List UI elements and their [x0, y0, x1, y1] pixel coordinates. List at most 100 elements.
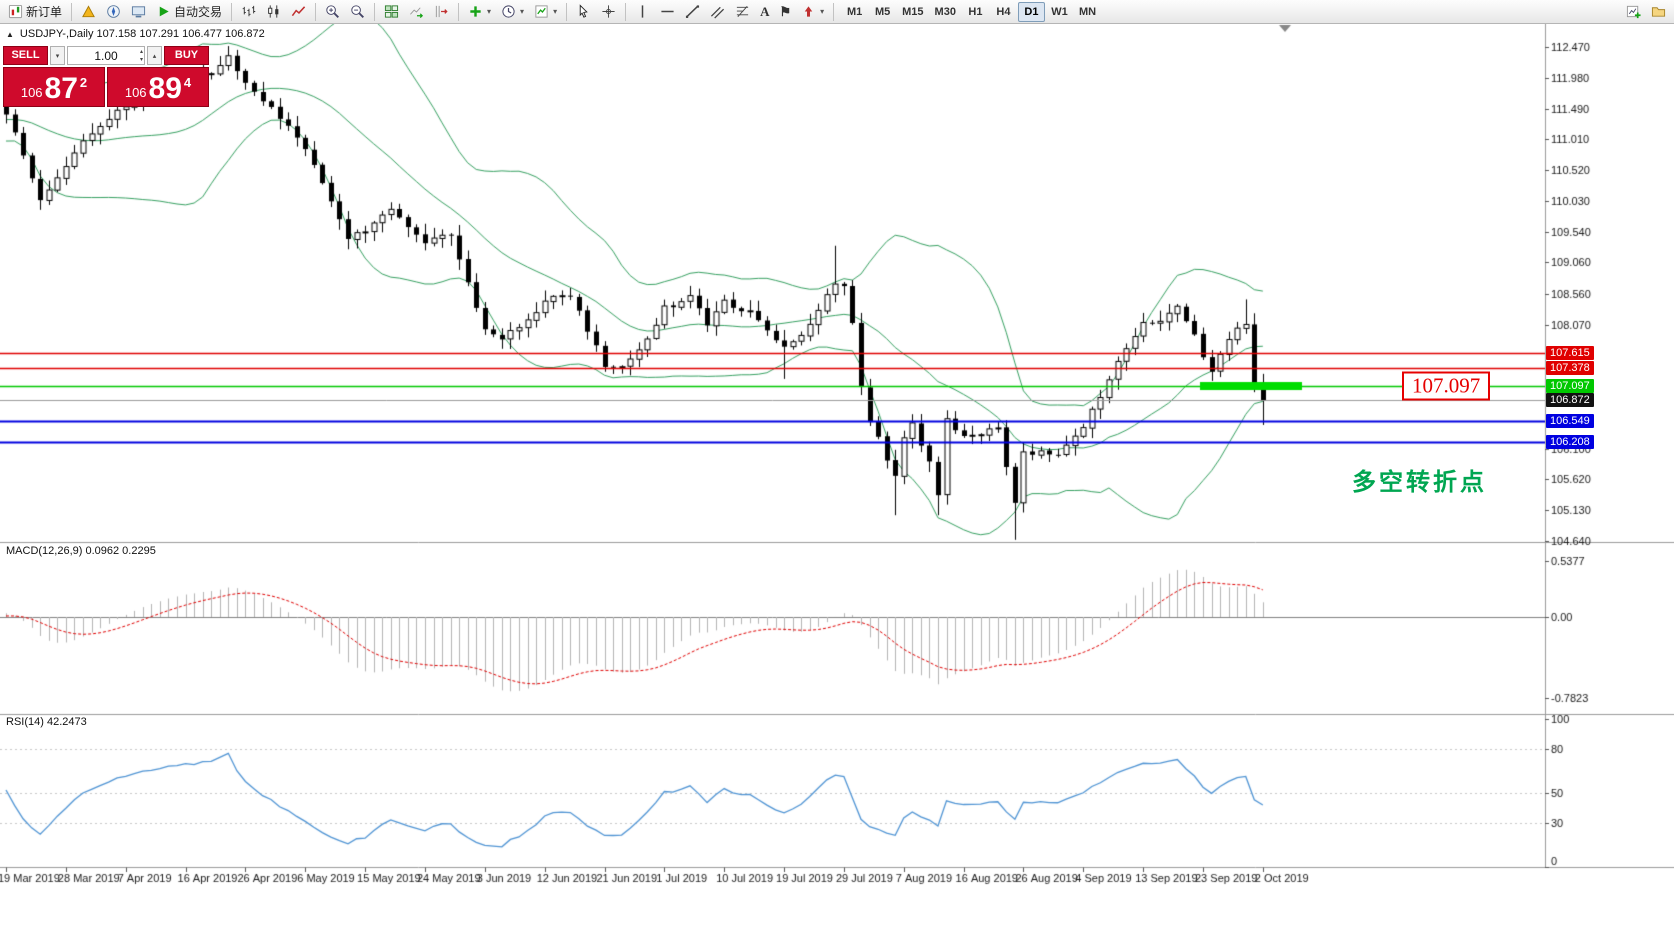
label-button-icon: ⚑ — [779, 4, 792, 19]
timeframe-button-m5[interactable]: M5 — [869, 2, 896, 22]
templates-icon — [534, 4, 549, 19]
macd-label: MACD(12,26,9) 0.0962 0.2295 — [6, 545, 156, 557]
market-watch-icon — [81, 4, 96, 19]
chart-window: ▲ USDJPY-,Daily 107.158 107.291 106.477 … — [0, 24, 1674, 946]
text-button-icon: A — [760, 4, 770, 19]
new-chart-icon — [1626, 4, 1641, 19]
templates-button[interactable]: ▾ — [530, 1, 561, 22]
trendline-button[interactable] — [681, 1, 704, 22]
turning-point-annotation[interactable]: 多空转折点 — [1352, 469, 1487, 496]
chart-shift-icon — [434, 4, 449, 19]
indicators-icon — [468, 4, 483, 19]
volume-value: 1.00 — [94, 48, 118, 63]
cursor-icon — [576, 4, 591, 19]
zoom-out-icon — [350, 4, 365, 19]
trendline-icon — [685, 4, 700, 19]
main-toolbar: 新订单 自动交易 ▾ ▾ ▾ A ⚑ ▾ M1 M5 M15 M30 H1 H4 D1 W1 MN — [0, 0, 1674, 24]
timeframe-group: M1 M5 M15 M30 H1 H4 D1 W1 MN — [841, 1, 1101, 22]
toolbar-separator — [315, 2, 317, 21]
crosshair-button[interactable] — [597, 1, 620, 22]
timeframe-button-w1[interactable]: W1 — [1046, 2, 1073, 22]
timeframe-button-d1[interactable]: D1 — [1017, 1, 1045, 22]
price-level-callout[interactable]: 107.097 — [1402, 371, 1491, 401]
toolbar-separator — [374, 2, 376, 21]
new-chart-button[interactable] — [1622, 1, 1645, 22]
indicators-button[interactable]: ▾ — [464, 1, 495, 22]
auto-scroll-icon — [409, 4, 424, 19]
toolbar-separator — [458, 2, 460, 21]
rsi-label: RSI(14) 42.2473 — [6, 716, 87, 728]
profiles-button[interactable] — [1647, 1, 1670, 22]
sell-button[interactable]: SELL — [3, 46, 48, 65]
cursor-button[interactable] — [572, 1, 595, 22]
caret-down-icon: ▾ — [55, 52, 60, 60]
arrows-button[interactable]: ▾ — [797, 1, 828, 22]
terminal-button[interactable] — [127, 1, 150, 22]
timeframe-button-m15[interactable]: M15 — [897, 2, 928, 22]
line-chart-button[interactable] — [287, 1, 310, 22]
caret-down-icon: ▾ — [820, 7, 825, 16]
auto-scroll-button[interactable] — [405, 1, 428, 22]
new-order-button-label: 新订单 — [26, 5, 63, 19]
axis-price-tag-107_378: 107.378 — [1546, 361, 1594, 376]
one-click-panel-toggle[interactable]: ▲ — [6, 29, 14, 39]
fibonacci-icon — [735, 4, 750, 19]
timeframe-button-h1[interactable]: H1 — [962, 2, 989, 22]
navigator-icon — [106, 4, 121, 19]
horizontal-line-icon — [660, 4, 675, 19]
auto-trading-button-label: 自动交易 — [174, 5, 223, 19]
auto-trading-icon — [156, 4, 171, 19]
timeframe-button-h4[interactable]: H4 — [990, 2, 1017, 22]
candlestick-chart-button[interactable] — [262, 1, 285, 22]
volume-steppers[interactable]: ▴ ▾ — [140, 48, 143, 64]
timeframe-button-m1[interactable]: M1 — [841, 2, 868, 22]
buy-price-button[interactable]: 106 89 4 — [107, 67, 209, 107]
axis-price-tag-106_872: 106.872 — [1546, 393, 1594, 408]
toolbar-separator — [231, 2, 233, 21]
auto-trading-button[interactable]: 自动交易 — [152, 1, 226, 22]
price-chart[interactable] — [0, 24, 1674, 946]
periods-button[interactable]: ▾ — [497, 1, 528, 22]
sell-price-button[interactable]: 106 87 2 — [3, 67, 105, 107]
sell-price-big: 87 — [44, 72, 78, 105]
buy-price-prefix: 106 — [124, 85, 147, 100]
new-order-button[interactable]: 新订单 — [4, 1, 66, 22]
new-order-icon — [8, 4, 23, 19]
caret-up-icon: ▴ — [152, 52, 157, 60]
toolbar-separator — [833, 2, 835, 21]
timeframe-button-m30[interactable]: M30 — [930, 2, 961, 22]
profiles-icon — [1651, 4, 1666, 19]
crosshair-icon — [601, 4, 616, 19]
buy-caret-button[interactable]: ▴ — [147, 46, 162, 65]
channel-button[interactable] — [706, 1, 729, 22]
timeframe-button-mn[interactable]: MN — [1074, 2, 1101, 22]
candlestick-icon — [266, 4, 281, 19]
vertical-line-button[interactable] — [631, 1, 654, 22]
caret-down-icon: ▾ — [553, 7, 558, 16]
symbol-ohlc-text: USDJPY-,Daily 107.158 107.291 106.477 10… — [19, 28, 265, 40]
line-chart-icon — [291, 4, 306, 19]
bar-chart-button[interactable] — [237, 1, 260, 22]
chart-shift-button[interactable] — [430, 1, 453, 22]
axis-price-tag-106_549: 106.549 — [1546, 413, 1594, 428]
caret-down-icon: ▾ — [520, 7, 525, 16]
buy-price-big: 89 — [148, 72, 182, 105]
navigator-button[interactable] — [102, 1, 125, 22]
market-watch-button[interactable] — [77, 1, 100, 22]
sell-caret-button[interactable]: ▾ — [50, 46, 65, 65]
text-button[interactable]: A — [756, 1, 773, 22]
zoom-in-button[interactable] — [321, 1, 344, 22]
toolbar-separator — [566, 2, 568, 21]
zoom-out-button[interactable] — [346, 1, 369, 22]
bar-chart-icon — [241, 4, 256, 19]
fibonacci-button[interactable] — [731, 1, 754, 22]
tile-windows-button[interactable] — [380, 1, 403, 22]
label-button[interactable]: ⚑ — [775, 1, 795, 22]
periods-icon — [501, 4, 516, 19]
volume-input[interactable]: 1.00 ▴ ▾ — [67, 46, 145, 65]
buy-button[interactable]: BUY — [164, 46, 209, 65]
stepper-down-icon: ▾ — [139, 57, 143, 63]
horizontal-line-button[interactable] — [656, 1, 679, 22]
one-click-trading-panel: SELL ▾ 1.00 ▴ ▾ ▴ BUY 106 87 2 106 89 — [3, 46, 209, 107]
